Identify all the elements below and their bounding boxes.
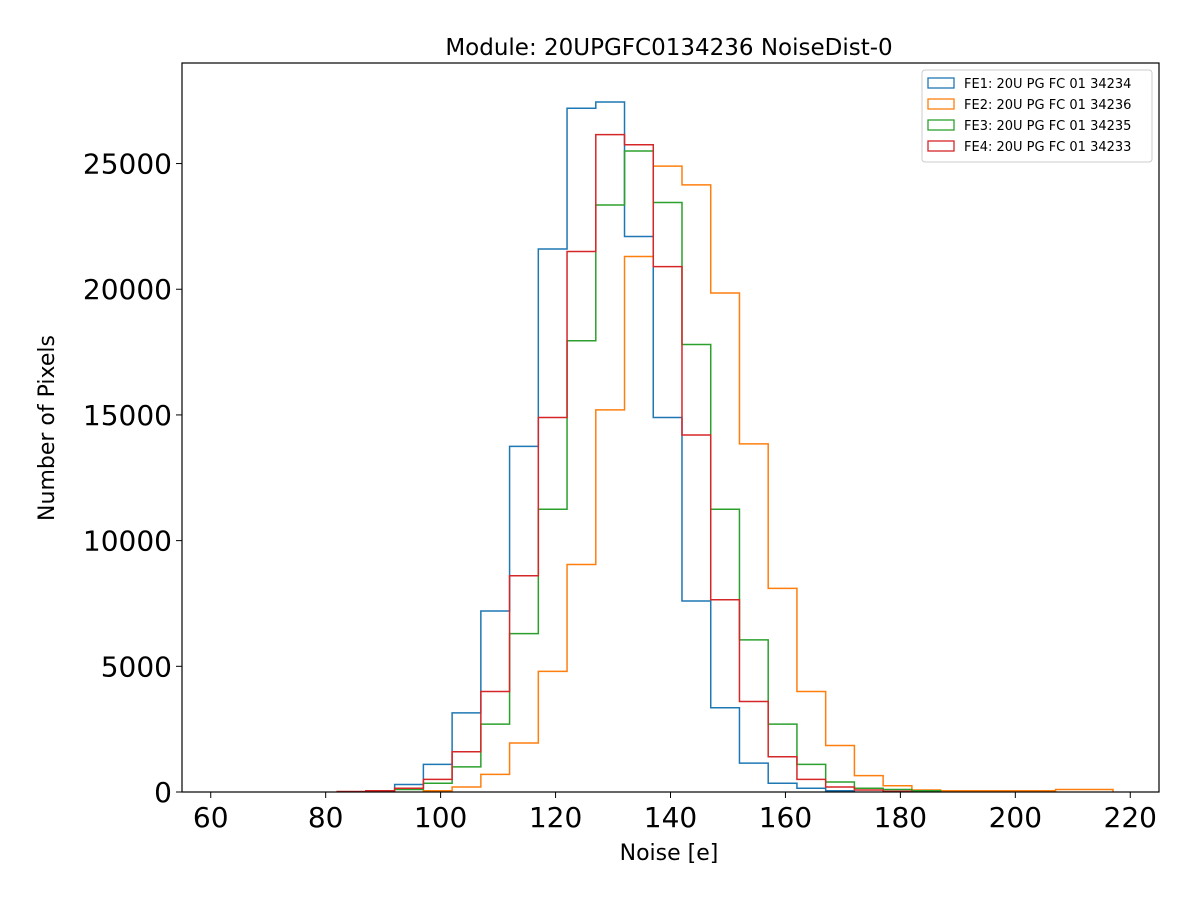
legend-swatch [927,119,955,131]
plot-area [336,101,1114,793]
legend-label: FE1: 20U PG FC 01 34234 [964,77,1131,92]
y-axis: 0 5000 10000 15000 20000 25000 [83,148,182,809]
legend-swatch [927,77,955,89]
legend-frame [921,69,1153,163]
y-axis-label: Number of Pixels [35,335,60,521]
histogram-series-4 [336,133,913,793]
x-tick-label: 120 [529,801,582,834]
y-tick-label: 5000 [101,650,172,683]
x-tick-label: 100 [414,801,467,834]
legend-label: FE4: 20U PG FC 01 34233 [964,140,1131,155]
histogram-series-2 [422,165,1114,792]
legend-label: FE2: 20U PG FC 01 34236 [964,98,1131,113]
chart-title: Module: 20UPGFC0134236 NoiseDist-0 [445,35,892,61]
y-tick-label: 10000 [83,525,172,558]
legend: FE1: 20U PG FC 01 34234 FE2: 20U PG FC 01… [921,69,1153,163]
x-axis: 60 80 100 120 140 160 180 200 220 [193,792,1157,834]
legend-swatch [927,140,955,152]
y-tick-label: 20000 [83,273,172,306]
x-tick-label: 180 [874,801,927,834]
legend-label: FE3: 20U PG FC 01 34235 [964,119,1131,134]
y-tick-label: 25000 [83,148,172,181]
y-tick-label: 15000 [83,399,172,432]
x-tick-label: 200 [989,801,1042,834]
x-tick-label: 160 [759,801,812,834]
x-tick-label: 80 [308,801,344,834]
x-tick-label: 220 [1104,801,1157,834]
x-axis-label: Noise [e] [620,841,719,866]
x-tick-label: 60 [193,801,229,834]
legend-swatch [927,98,955,110]
x-tick-label: 140 [644,801,697,834]
y-tick-label: 0 [154,776,172,809]
